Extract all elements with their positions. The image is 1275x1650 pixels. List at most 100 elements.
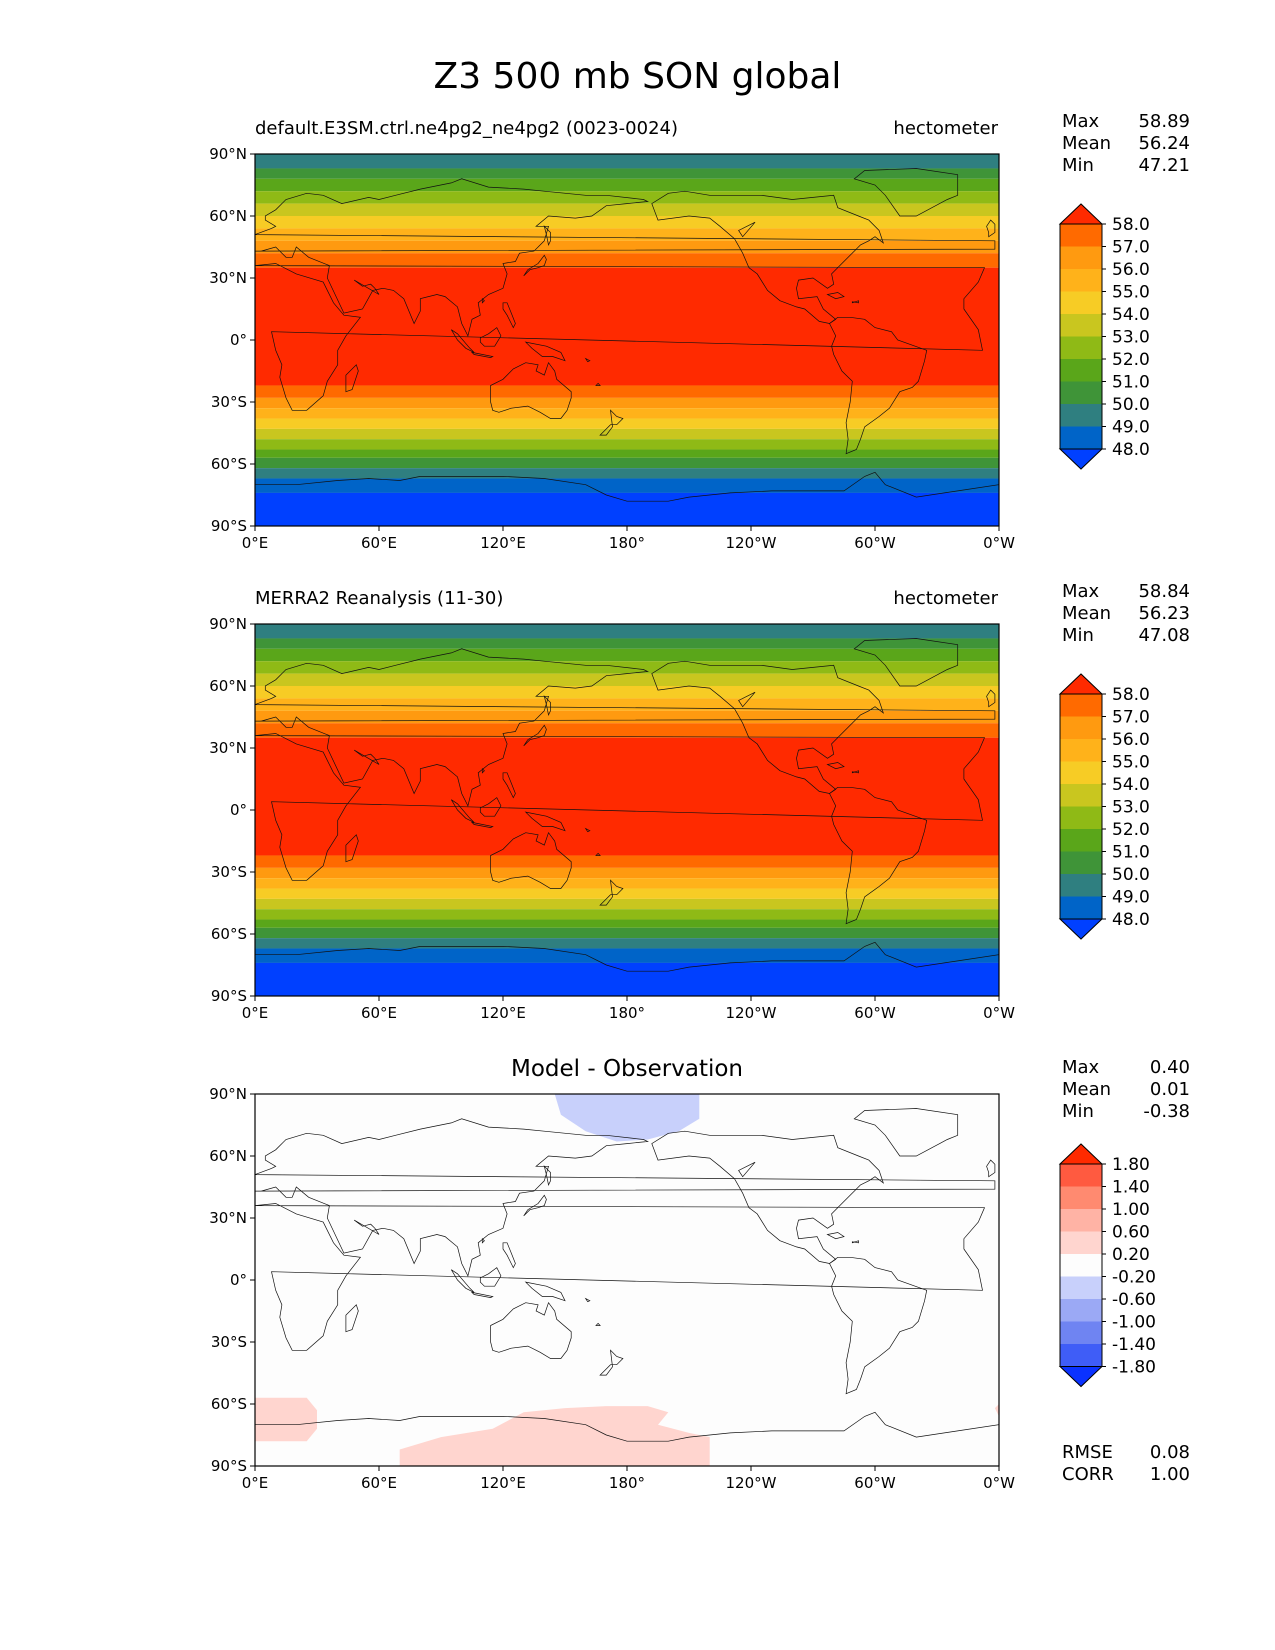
coastline: [829, 1256, 928, 1395]
contour-band: [255, 154, 999, 169]
contour-patch: [255, 1397, 317, 1442]
colorbar-segment: [1060, 269, 1102, 292]
coastline: [826, 762, 845, 770]
contour-band: [255, 468, 999, 479]
coastline: [479, 797, 502, 817]
lon-tick-label: 180°: [609, 534, 645, 552]
lon-tick-label: 120°W: [726, 1474, 777, 1492]
contour-band: [255, 418, 999, 429]
coastline: [651, 660, 884, 794]
contour-band: [255, 385, 999, 398]
contour-band: [255, 457, 999, 469]
colorbar-label: 56.0: [1112, 730, 1150, 750]
colorbar-label: 0.60: [1112, 1223, 1150, 1243]
colorbar-segment: [1060, 1344, 1102, 1367]
coastline: [254, 263, 986, 411]
lat-tick-label: 60°S: [211, 925, 247, 943]
colorbar-label: 1.00: [1112, 1200, 1150, 1220]
lat-tick-label: 0°: [230, 801, 247, 819]
figure-title: Z3 500 mb SON global: [433, 56, 842, 97]
contour-band: [255, 253, 999, 268]
colorbar-label: -0.60: [1112, 1290, 1156, 1310]
stat-value: 58.84: [1138, 581, 1190, 602]
stat-value: 47.21: [1138, 155, 1190, 176]
contour-band: [255, 938, 999, 949]
lat-tick-label: 90°S: [211, 1457, 247, 1475]
contour-band: [255, 492, 999, 526]
coastline: [584, 1297, 591, 1303]
coastline: [599, 1349, 624, 1376]
lat-tick-label: 30°S: [211, 863, 247, 881]
stat-value: 47.08: [1138, 625, 1190, 646]
contour-band: [255, 478, 999, 493]
lat-tick-label: 0°: [230, 1271, 247, 1289]
colorbar-min-arrow: [1058, 1366, 1104, 1388]
coastline: [524, 811, 566, 832]
contour-patch: [554, 1094, 700, 1142]
coastline: [490, 361, 572, 419]
coastline: [353, 279, 380, 295]
coastline: [595, 1322, 601, 1326]
colorbar-segment: [1060, 1164, 1102, 1187]
coastline: [524, 341, 566, 362]
lat-tick-label: 60°S: [211, 1395, 247, 1413]
stat-label: Max: [1062, 1057, 1100, 1078]
coastline: [524, 1281, 566, 1302]
contour-band: [255, 737, 999, 856]
lon-tick-label: 60°W: [854, 534, 896, 552]
contour-band: [255, 898, 999, 910]
coastline: [599, 879, 624, 906]
lat-tick-label: 30°N: [209, 269, 247, 287]
colorbar-min-arrow: [1058, 448, 1104, 470]
colorbar-segment: [1060, 694, 1102, 717]
coastline: [479, 1267, 502, 1287]
colorbar-segment: [1060, 359, 1102, 382]
colorbar-segment: [1060, 896, 1102, 919]
coastline: [254, 178, 996, 337]
lat-tick-label: 90°N: [209, 1085, 247, 1103]
lat-tick-label: 0°: [230, 331, 247, 349]
colorbar-segment: [1060, 739, 1102, 762]
stat-label: Mean: [1062, 603, 1112, 624]
lat-tick-label: 90°S: [211, 517, 247, 535]
lon-tick-label: 120°E: [480, 1474, 526, 1492]
stat-label: Min: [1062, 625, 1094, 646]
coastline: [451, 329, 475, 353]
stat-label: Min: [1062, 1101, 1094, 1122]
contour-band: [255, 962, 999, 996]
lon-tick-label: 0°W: [983, 1474, 1015, 1492]
colorbar-segment: [1060, 426, 1102, 449]
lat-tick-label: 90°N: [209, 615, 247, 633]
coastline: [451, 1269, 475, 1293]
stat-value: 58.89: [1138, 111, 1190, 132]
coastline: [523, 1194, 547, 1217]
colorbar-segment: [1060, 381, 1102, 404]
coastline: [345, 364, 359, 393]
lon-tick-label: 60°E: [361, 1474, 397, 1492]
colorbar-segment: [1060, 1276, 1102, 1299]
panel-title-left: default.E3SM.ctrl.ne4pg2_ne4pg2 (0023-00…: [255, 118, 678, 139]
contour-band: [255, 408, 999, 419]
colorbar-segment: [1060, 1254, 1102, 1277]
stat-value: 1.00: [1149, 1464, 1190, 1485]
stat-value: 56.24: [1138, 133, 1190, 154]
contour-band: [255, 698, 999, 711]
lon-tick-label: 0°E: [242, 534, 269, 552]
coastline: [353, 749, 380, 765]
colorbar-segment: [1060, 1231, 1102, 1254]
colorbar-segment: [1060, 1299, 1102, 1322]
colorbar-segment: [1060, 314, 1102, 337]
contour-band: [255, 168, 999, 179]
colorbar-label: -1.00: [1112, 1313, 1156, 1333]
coastline: [502, 772, 516, 799]
coastline: [345, 1304, 359, 1333]
coastline: [738, 221, 756, 238]
colorbar-max-arrow: [1058, 1143, 1104, 1165]
coastline: [481, 1237, 485, 1244]
colorbar-label: 54.0: [1112, 305, 1150, 325]
lat-tick-label: 30°N: [209, 1209, 247, 1227]
colorbar-label: 57.0: [1112, 238, 1150, 258]
coastline: [853, 168, 959, 217]
contour-band: [255, 723, 999, 738]
contour-band: [255, 203, 999, 216]
